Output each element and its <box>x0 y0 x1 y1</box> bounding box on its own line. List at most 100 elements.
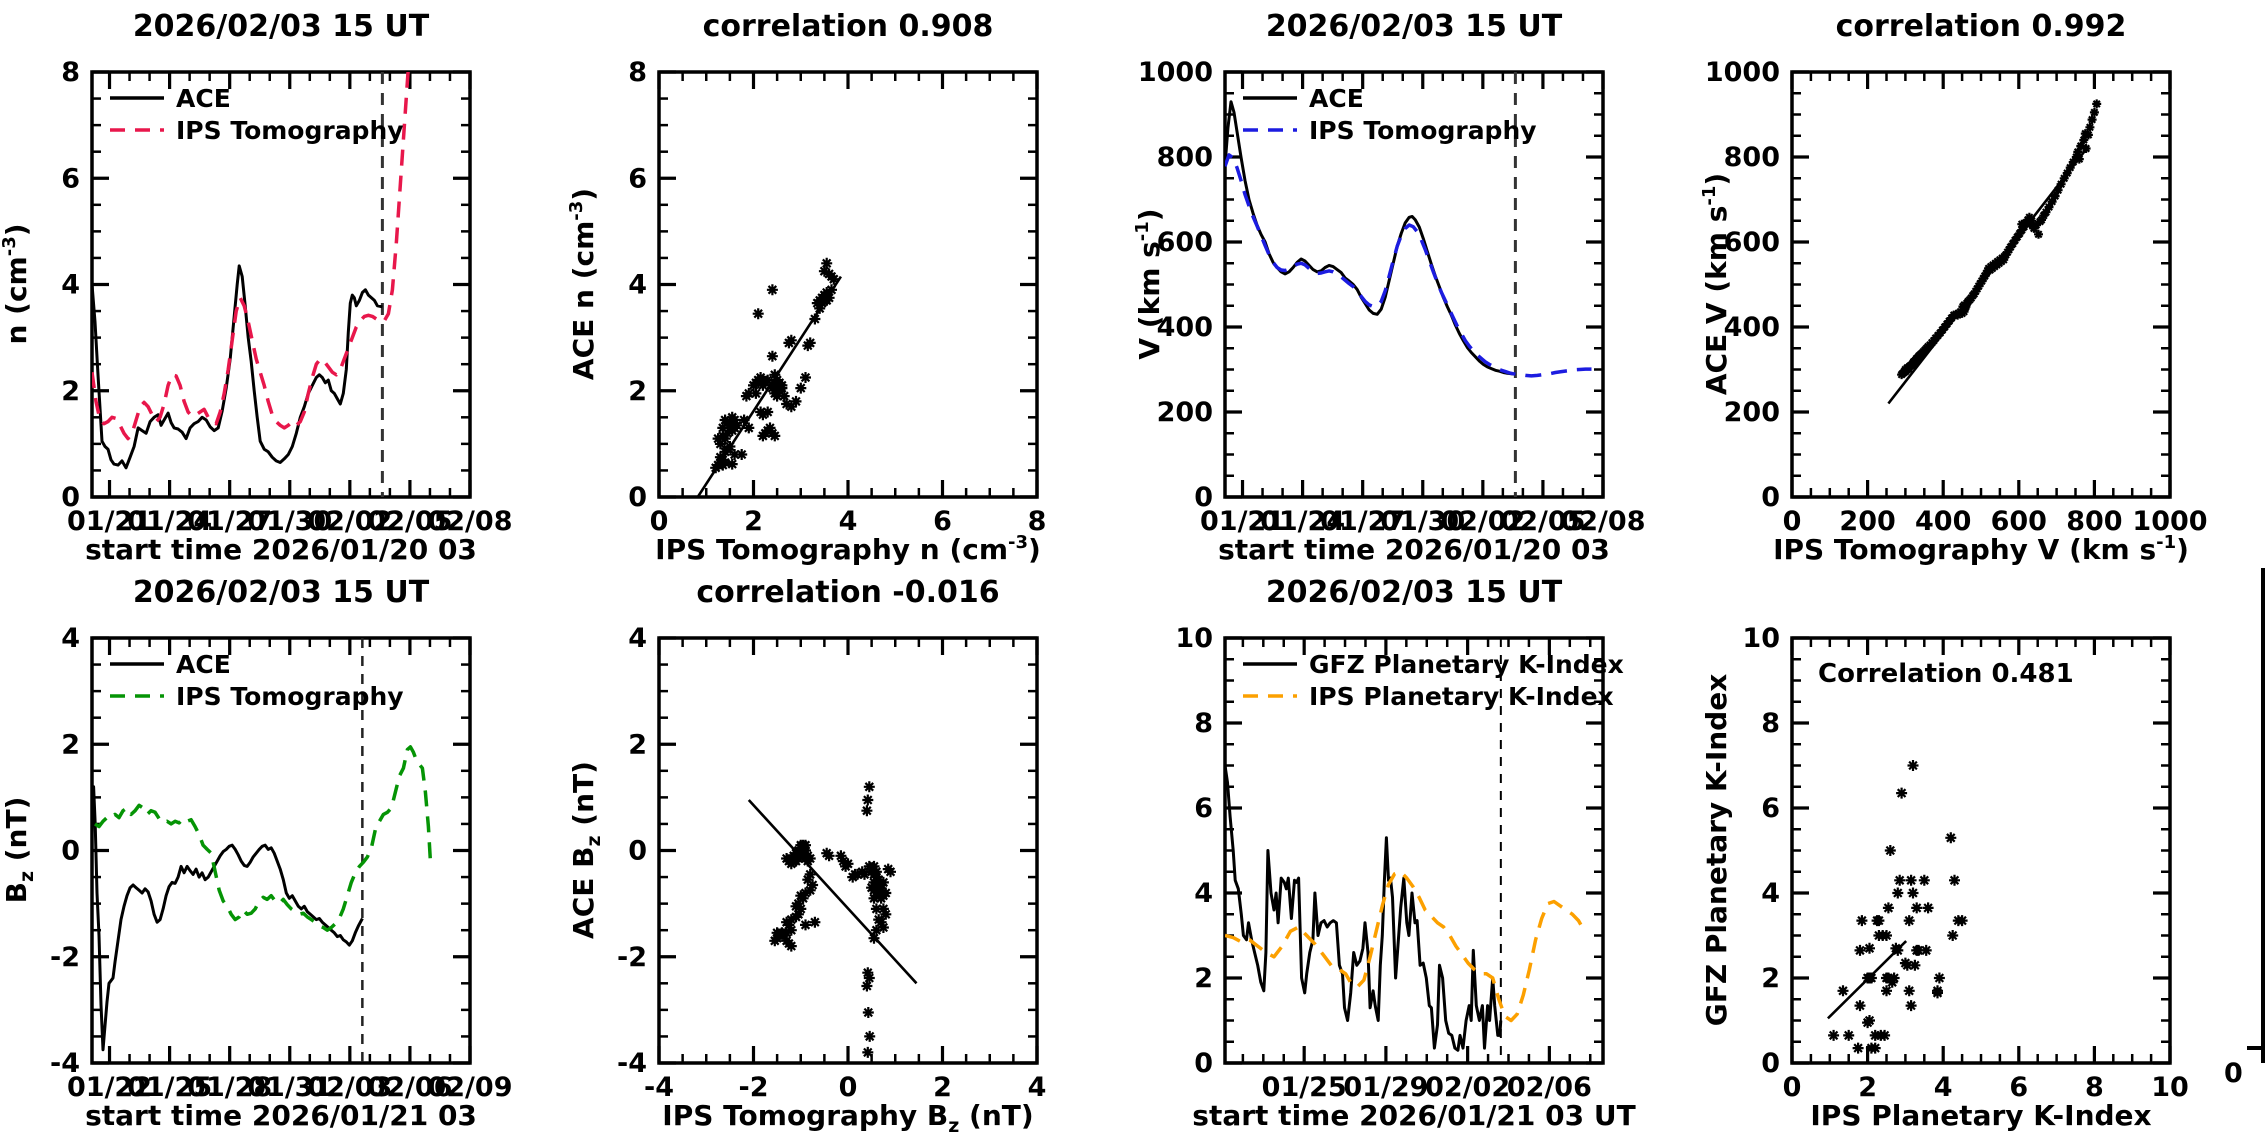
scatter-point <box>1896 787 1908 799</box>
y-tick-label: 400 <box>1724 312 1780 343</box>
y-tick-label: 2 <box>1761 963 1780 994</box>
legend-label: ACE <box>176 84 231 113</box>
legend-label: GFZ Planetary K-Index <box>1309 650 1624 679</box>
x-tick-label: 0 <box>650 506 669 537</box>
x-tick-label: 01/21 <box>67 506 152 537</box>
y-tick-label: 1000 <box>1705 57 1780 88</box>
scatter-point <box>1894 874 1906 886</box>
scatter-point <box>729 414 741 426</box>
scatter-point <box>778 390 790 402</box>
plot-frame <box>657 70 1039 499</box>
scatter-point <box>842 858 854 870</box>
legend-label: IPS Tomography <box>176 682 404 711</box>
y-axis-label: ACE n (cm-3) <box>567 188 600 380</box>
scatter-point <box>1837 985 1849 997</box>
scatter-point <box>816 297 828 309</box>
scatter-point <box>1882 902 1894 914</box>
scatter-point <box>880 908 892 920</box>
scatter-point <box>1865 972 1877 984</box>
cropped-next-panel-tick-label: 0 <box>2224 1058 2243 1089</box>
panel-velocity-timeseries: 2026/02/03 15 UT start time 2026/01/20 0… <box>1133 0 1699 566</box>
scatter-point <box>2065 163 2075 173</box>
series-layer <box>1826 760 1968 1054</box>
scatter-point <box>818 265 830 277</box>
scatter-point <box>2047 197 2057 207</box>
panel-kindex-timeseries: 2026/02/03 15 UT start time 2026/01/21 0… <box>1133 566 1699 1132</box>
x-tick-label: 01/30 <box>1380 506 1465 537</box>
scatter-point <box>837 855 849 867</box>
y-tick-label: 4 <box>628 623 647 654</box>
series-layer <box>92 745 433 1052</box>
y-tick-label: 0 <box>1761 1048 1780 1079</box>
scatter-point <box>1884 845 1896 856</box>
chart-title: correlation -0.016 <box>696 575 999 610</box>
scatter-point <box>2056 179 2066 189</box>
scatter-point <box>868 892 880 904</box>
series-ips-tomography <box>1225 153 1592 378</box>
scatter-point <box>757 379 769 391</box>
scatter-point <box>880 887 892 899</box>
scatter-point <box>862 1046 874 1058</box>
scatter-point <box>769 935 781 947</box>
x-tick-label: 600 <box>1991 506 2047 537</box>
scatter-point <box>821 287 833 298</box>
scatter-point <box>795 903 807 915</box>
legend-label: ACE <box>1309 84 1364 113</box>
scatter-point <box>2068 157 2078 167</box>
x-tick-label: 4 <box>1934 1072 1953 1103</box>
series-layer <box>1225 765 1587 1052</box>
scatter-point <box>1873 915 1885 927</box>
x-tick-label: 02/06 <box>1507 1072 1592 1103</box>
scatter-point <box>1869 1042 1881 1054</box>
scatter-point <box>861 805 873 817</box>
scatter-point <box>2037 215 2046 225</box>
scatter-point <box>873 874 885 886</box>
scatter-point <box>804 853 816 864</box>
scatter-point <box>1869 1029 1881 1041</box>
scatter-point <box>766 284 778 296</box>
scatter-point <box>757 430 769 442</box>
scatter-point <box>781 916 793 928</box>
y-tick-label: -4 <box>50 1048 80 1079</box>
plot-frame <box>1790 636 2172 1065</box>
scatter-point <box>862 1007 874 1018</box>
scatter-point <box>1886 976 1898 988</box>
scatter-point <box>719 433 731 445</box>
x-tick-label: 02/03 <box>307 1072 392 1103</box>
scatter-point <box>785 334 797 346</box>
scatter-point <box>766 350 778 362</box>
x-tick-label: 6 <box>2009 1072 2028 1103</box>
scatter-point <box>866 866 878 878</box>
x-axis-label: start time 2026/01/21 03 UT <box>1192 1099 1635 1132</box>
scatter-point <box>835 850 847 862</box>
y-tick-label: 8 <box>61 57 80 88</box>
y-tick-label: 4 <box>61 623 80 654</box>
chart-title: 2026/02/03 15 UT <box>133 9 430 44</box>
series-ace <box>92 264 383 470</box>
scatter-point <box>2031 220 2041 230</box>
scatter-point <box>1909 959 1921 971</box>
y-tick-label: 6 <box>628 163 647 194</box>
y-axis-label: V (km s-1) <box>1133 208 1166 359</box>
scatter-point <box>2053 185 2063 195</box>
scatter-point <box>755 406 767 418</box>
y-tick-label: 6 <box>61 163 80 194</box>
scatter-point <box>804 868 816 880</box>
y-tick-label: 0 <box>1761 482 1780 513</box>
scatter-point <box>1932 987 1943 999</box>
scatter-point <box>736 449 748 460</box>
scatter-point <box>719 414 731 426</box>
scatter-point <box>2076 141 2086 151</box>
scatter-point <box>738 414 750 426</box>
x-tick-label: 6 <box>933 506 952 537</box>
x-tick-label: 01/25 <box>127 1072 212 1103</box>
x-tick-label: 02/02 <box>1425 1072 1510 1103</box>
scatter-point <box>1881 985 1892 997</box>
x-tick-label: 01/31 <box>247 1072 332 1103</box>
legend-label: IPS Planetary K-Index <box>1309 682 1614 711</box>
y-tick-label: -2 <box>50 942 80 973</box>
scatter-point <box>781 853 793 864</box>
scatter-point <box>1852 1042 1864 1054</box>
y-tick-label: 0 <box>61 482 80 513</box>
x-tick-label: 0 <box>1783 1072 1802 1103</box>
